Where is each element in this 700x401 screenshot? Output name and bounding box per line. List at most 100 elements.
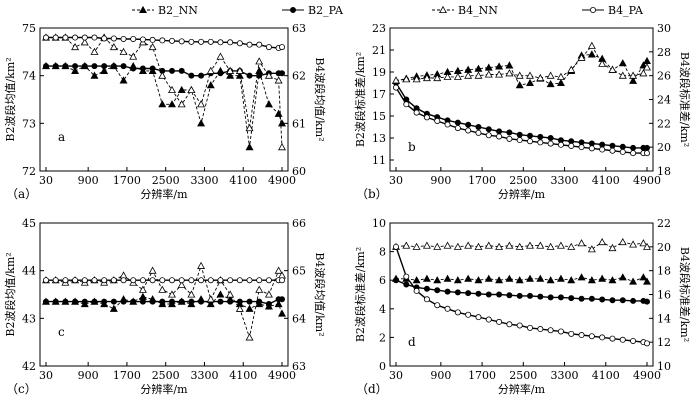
data-point-b2_pa [81,298,88,305]
data-point-b4_pa [506,135,513,142]
data-point-b2_nn [629,277,638,285]
y-left-tick-label: 72 [22,165,36,178]
data-point-b2_pa [619,297,626,304]
data-point-b4_nn [109,42,118,51]
data-point-b4_nn [187,290,196,298]
y-right-axis-label: B4波段标准差/km² [678,52,692,147]
data-point-b4_nn [484,70,493,78]
data-point-b2_pa [246,298,253,305]
data-point-b4_pa [644,150,651,157]
data-point-b4_nn [177,100,186,108]
data-point-b4_pa [246,41,253,48]
data-point-b4_pa [278,277,285,284]
data-point-b2_nn [119,76,128,84]
data-point-b2_nn [515,81,524,89]
data-point-b4_nn [138,285,147,293]
data-point-b4_pa [149,36,156,43]
data-point-b2_pa [217,298,224,305]
data-point-b2_pa [475,290,482,297]
data-point-b4_nn [274,266,283,274]
series-line-b2_nn [395,53,648,86]
x-tick-label: 4900 [633,174,661,187]
data-point-b2_pa [588,140,595,147]
data-point-b4_pa [465,127,472,134]
data-point-b4_nn [598,237,607,246]
data-point-b2_pa [527,132,534,139]
panel-a: 72 73 74 75 60 61 62 63 30 900 1700 2500 3300 4100 490… [3,22,327,201]
data-point-b2_pa [81,63,88,70]
data-point-b4_pa [527,138,534,145]
data-point-b2_pa [217,70,224,77]
data-point-b2_pa [278,70,285,77]
data-point-b4_nn [71,42,80,51]
data-point-b4_nn [235,66,244,74]
data-point-b4_nn [556,72,565,80]
data-point-b2_nn [245,304,254,312]
data-point-b4_nn [422,241,431,249]
data-point-b4_nn [119,47,128,55]
plot-frame [39,27,289,172]
x-tick-label: 900 [430,174,451,187]
data-point-b4_nn [245,333,254,341]
y-left-tick-label: 43 [22,312,36,325]
data-point-b4_nn [639,69,648,77]
series-line-b2_nn [46,65,283,148]
data-point-b4_nn [235,304,244,312]
x-tick-label: 4100 [229,369,257,382]
data-point-b2_nn [226,71,235,79]
y-left-tick-label: 73 [22,117,36,130]
data-point-b2_pa [392,277,399,284]
y-right-tick-label: 10 [657,360,671,373]
data-point-b4_nn [536,73,545,82]
data-point-b4_nn [177,280,186,289]
data-point-b4_nn [474,242,483,250]
x-tick-label: 4900 [268,174,296,187]
data-point-b4_nn [608,243,617,252]
data-point-b4_nn [567,242,576,250]
data-point-b2_nn [526,78,534,87]
data-point-b2_nn [168,100,176,108]
data-point-b2_nn [629,76,638,84]
data-point-b4_nn [245,123,254,132]
data-point-b2_pa [101,63,108,70]
data-point-b4_pa [619,148,626,155]
data-point-b2_nn [556,274,565,282]
y-right-tick-label: 28 [657,46,671,59]
data-point-b4_pa [62,277,69,284]
data-point-b4_nn [464,241,473,249]
data-point-b2_pa [265,301,272,308]
data-point-b2_pa [43,63,50,70]
data-point-b2_pa [537,293,544,300]
data-point-b2_nn [546,276,555,284]
data-point-b4_pa [413,109,420,116]
x-tick-label: 30 [39,174,53,187]
data-point-b4_pa [178,38,185,45]
data-point-b2_pa [537,133,544,140]
data-point-b2_pa [159,298,166,305]
data-point-b2_pa [475,124,482,131]
data-point-b4_nn [587,41,596,49]
data-point-b4_nn [433,73,442,82]
data-point-b4_pa [434,302,441,309]
data-point-b4_nn [629,240,638,248]
data-point-b4_nn [80,38,89,46]
y-right-tick-label: 61 [292,117,306,130]
data-point-b4_nn [556,241,565,249]
data-point-b4_pa [475,314,482,321]
data-point-b2_nn [158,100,167,108]
panel-d: 0 2 4 6 8 10 10 12 14 16 18 20 22 30 900 1700 2500 3300 41… [353,217,692,396]
data-point-b4_pa [227,277,234,284]
data-point-b4_nn [515,71,524,79]
series-line-b4_pa [395,87,647,154]
y-right-tick-label: 20 [657,241,671,254]
data-point-b4_pa [557,328,564,335]
x-tick-label: 2500 [509,369,537,382]
data-point-b4_pa [403,273,410,280]
data-point-b4_pa [496,318,503,325]
series-b2_pa [392,80,651,151]
x-tick-label: 900 [430,369,451,382]
data-point-b4_pa [537,139,544,146]
data-point-b4_pa [527,324,534,331]
data-point-b4_pa [599,334,606,341]
